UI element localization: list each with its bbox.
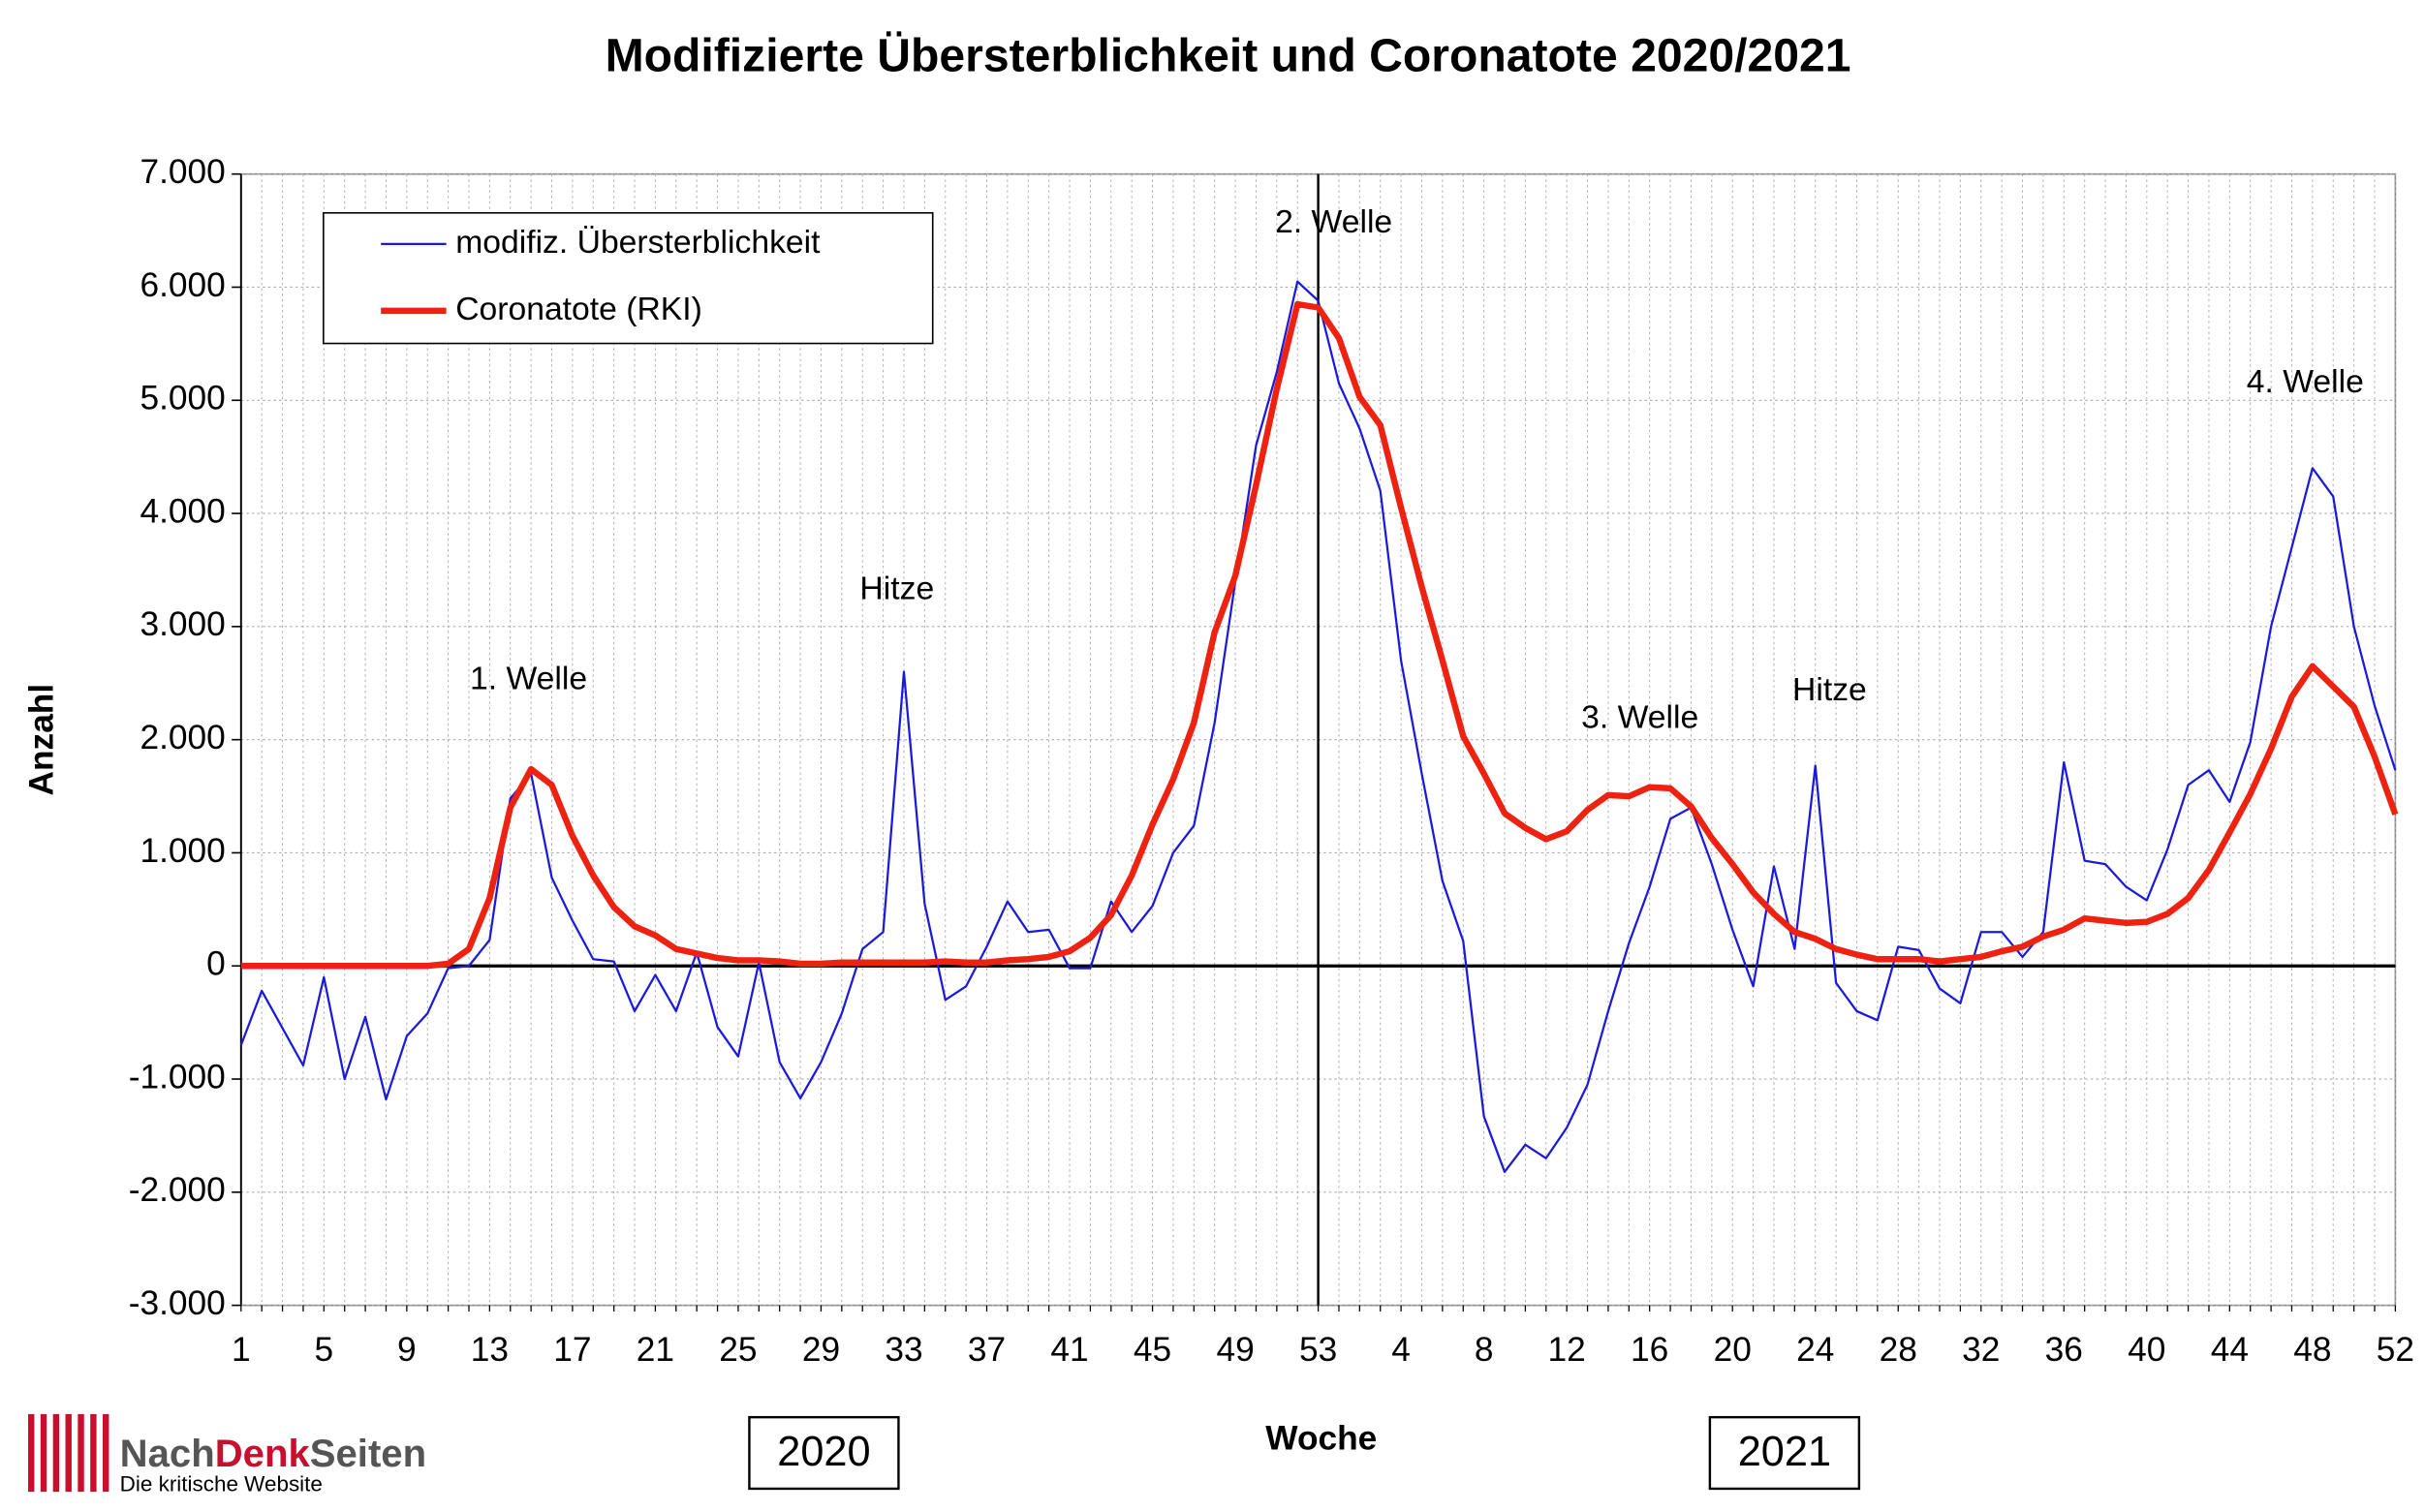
x-tick-label: 36 bbox=[2045, 1331, 2083, 1369]
annotation: 3. Welle bbox=[1581, 700, 1698, 736]
y-tick-label: 0 bbox=[206, 945, 226, 983]
x-tick-label: 48 bbox=[2293, 1331, 2331, 1369]
year-label: 2020 bbox=[777, 1429, 870, 1475]
x-axis-label: Woche bbox=[1265, 1420, 1377, 1458]
x-tick-label: 40 bbox=[2128, 1331, 2165, 1369]
annotation: Hitze bbox=[859, 571, 934, 607]
x-tick-label: 17 bbox=[553, 1331, 591, 1369]
x-tick-label: 20 bbox=[1714, 1331, 1752, 1369]
y-tick-label: -3.000 bbox=[129, 1284, 226, 1322]
plot-area: -3.000 -2.000 -1.000 0 1.000 2.000 3.000 4.000 5… bbox=[129, 153, 2414, 1369]
logo: NachDenkSeiten Die kritische Website bbox=[28, 1413, 426, 1497]
x-tick-label: 29 bbox=[802, 1331, 840, 1369]
chart-title: Modifizierte Übersterblichkeit und Coron… bbox=[606, 30, 1851, 82]
y-tick-label: 6.000 bbox=[140, 266, 225, 304]
legend-box bbox=[323, 211, 934, 345]
x-tick-label: 49 bbox=[1216, 1331, 1254, 1369]
annotation: 1. Welle bbox=[470, 662, 587, 697]
annotation: 2. Welle bbox=[1275, 204, 1392, 240]
x-tick-label: 21 bbox=[637, 1331, 674, 1369]
y-tick-label: -2.000 bbox=[129, 1171, 226, 1209]
x-tick-label: 8 bbox=[1475, 1331, 1494, 1369]
y-tick-label: 2.000 bbox=[140, 719, 225, 756]
x-tick-label: 44 bbox=[2211, 1331, 2249, 1369]
logo-tagline: Die kritische Website bbox=[120, 1472, 323, 1497]
y-tick-label: 7.000 bbox=[140, 153, 225, 191]
legend: modifiz. Übersterblichkeit Coronatote (RK… bbox=[323, 211, 934, 345]
y-tick-label: -1.000 bbox=[129, 1058, 226, 1095]
x-tick-label: 53 bbox=[1299, 1331, 1337, 1369]
year-label: 2021 bbox=[1738, 1429, 1831, 1475]
x-tick-label: 33 bbox=[885, 1331, 922, 1369]
legend-label: Coronatote (RKI) bbox=[455, 292, 702, 327]
x-tick-label: 12 bbox=[1548, 1331, 1586, 1369]
logo-text: NachDenkSeiten bbox=[120, 1433, 426, 1475]
y-tick-label: 4.000 bbox=[140, 492, 225, 530]
x-tick-label: 32 bbox=[1962, 1331, 2000, 1369]
year-box bbox=[748, 1415, 900, 1491]
year-box bbox=[1708, 1415, 1861, 1491]
y-tick-label: 3.000 bbox=[140, 605, 225, 643]
y-tick-label: 5.000 bbox=[140, 380, 225, 417]
x-tick-label: 28 bbox=[1880, 1331, 1917, 1369]
annotations: 1. Welle Hitze 2. Welle 3. Welle Hitze 4… bbox=[470, 204, 2364, 736]
x-tick-label: 41 bbox=[1050, 1331, 1088, 1369]
x-tick-label: 4 bbox=[1391, 1331, 1411, 1369]
x-tick-label: 1 bbox=[232, 1331, 251, 1369]
x-tick-label: 16 bbox=[1631, 1331, 1668, 1369]
x-tick-label: 24 bbox=[1796, 1331, 1834, 1369]
x-tick-label: 45 bbox=[1134, 1331, 1171, 1369]
series-line bbox=[240, 300, 2399, 970]
y-axis-label: Anzahl bbox=[22, 684, 60, 796]
x-tick-label: 13 bbox=[471, 1331, 509, 1369]
x-tick-label: 37 bbox=[968, 1331, 1006, 1369]
annotation: Hitze bbox=[1792, 672, 1867, 708]
legend-label: modifiz. Übersterblichkeit bbox=[455, 225, 821, 261]
x-tick-label: 25 bbox=[719, 1331, 757, 1369]
x-tick-label: 52 bbox=[2377, 1331, 2414, 1369]
annotation: 4. Welle bbox=[2247, 364, 2364, 400]
x-tick-label: 5 bbox=[315, 1331, 334, 1369]
x-tick-label: 9 bbox=[397, 1331, 417, 1369]
y-tick-label: 1.000 bbox=[140, 832, 225, 870]
